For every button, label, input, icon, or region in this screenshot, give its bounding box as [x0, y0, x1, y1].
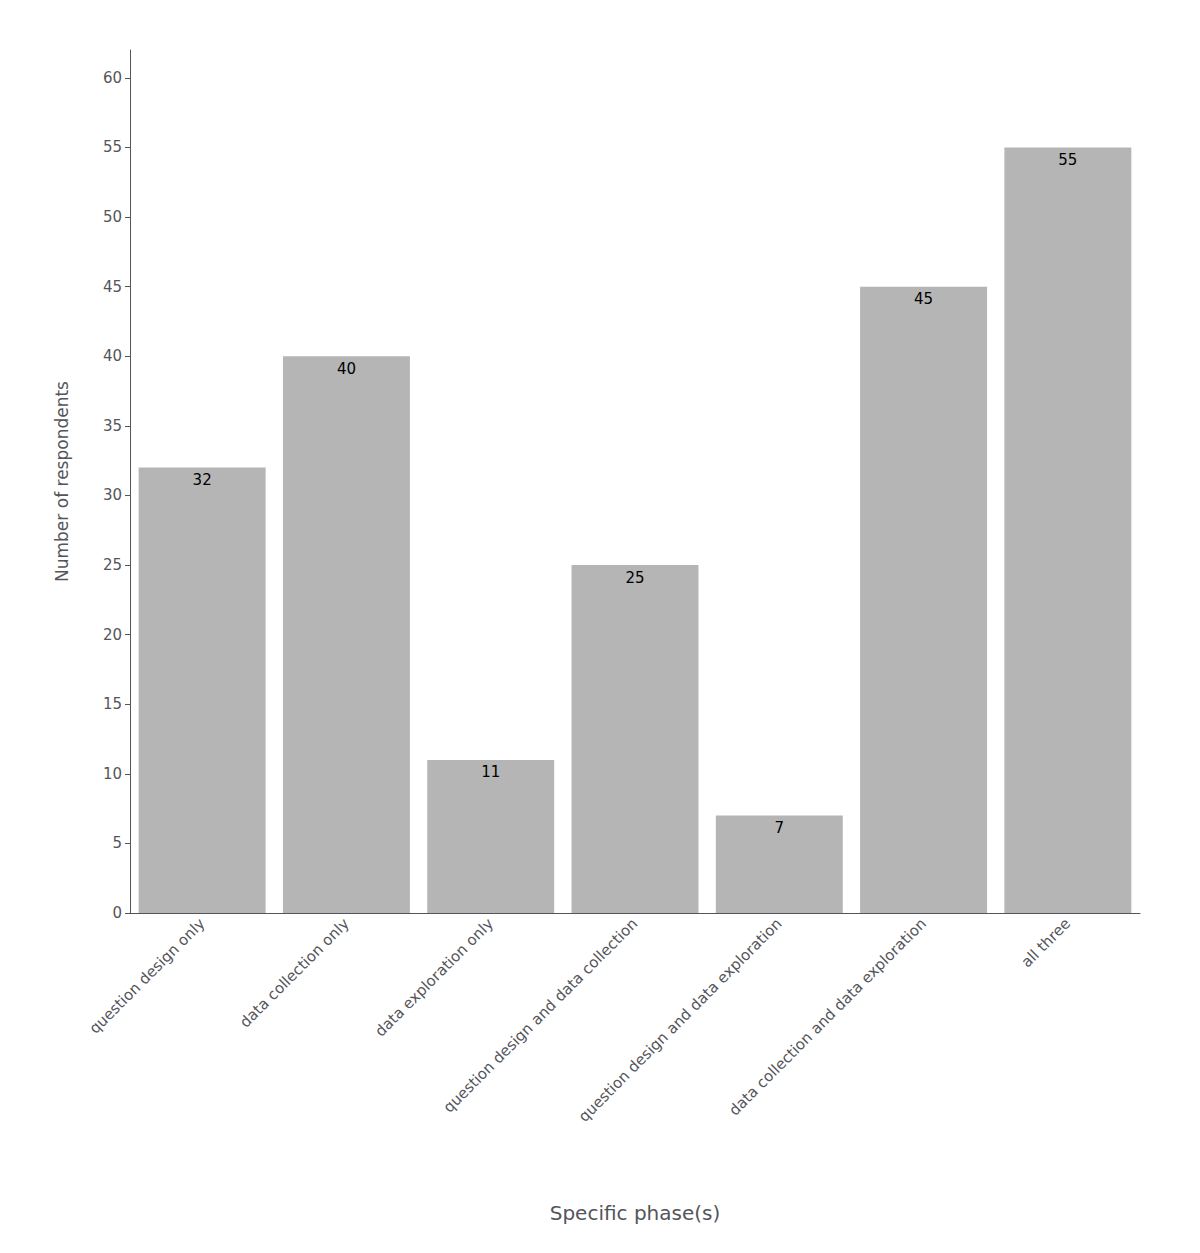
svg-text:10: 10 — [103, 765, 122, 783]
svg-text:55: 55 — [103, 138, 122, 156]
svg-text:data exploration only: data exploration only — [371, 915, 497, 1041]
svg-text:Number of respondents: Number of respondents — [52, 381, 72, 582]
svg-text:0: 0 — [112, 904, 122, 922]
svg-text:30: 30 — [103, 486, 122, 504]
svg-text:60: 60 — [103, 69, 122, 87]
svg-text:all three: all three — [1018, 915, 1075, 972]
svg-text:40: 40 — [337, 360, 356, 378]
svg-text:20: 20 — [103, 626, 122, 644]
svg-text:55: 55 — [1058, 151, 1077, 169]
svg-text:Specific phase(s): Specific phase(s) — [550, 1201, 721, 1225]
svg-text:5: 5 — [112, 834, 122, 852]
svg-text:question design only: question design only — [86, 915, 209, 1038]
svg-text:45: 45 — [103, 278, 122, 296]
svg-text:32: 32 — [193, 471, 212, 489]
svg-text:25: 25 — [625, 569, 644, 587]
svg-text:45: 45 — [914, 290, 933, 308]
svg-text:50: 50 — [103, 208, 122, 226]
svg-text:35: 35 — [103, 417, 122, 435]
svg-text:question design and data colle: question design and data collection — [439, 914, 642, 1117]
svg-text:15: 15 — [103, 695, 122, 713]
svg-text:data collection only: data collection only — [236, 915, 353, 1032]
svg-text:data collection and data explo: data collection and data exploration — [725, 915, 930, 1120]
svg-text:11: 11 — [481, 763, 500, 781]
svg-text:7: 7 — [775, 819, 785, 837]
svg-text:40: 40 — [103, 347, 122, 365]
svg-text:question design and data explo: question design and data exploration — [574, 914, 786, 1126]
svg-text:25: 25 — [103, 556, 122, 574]
